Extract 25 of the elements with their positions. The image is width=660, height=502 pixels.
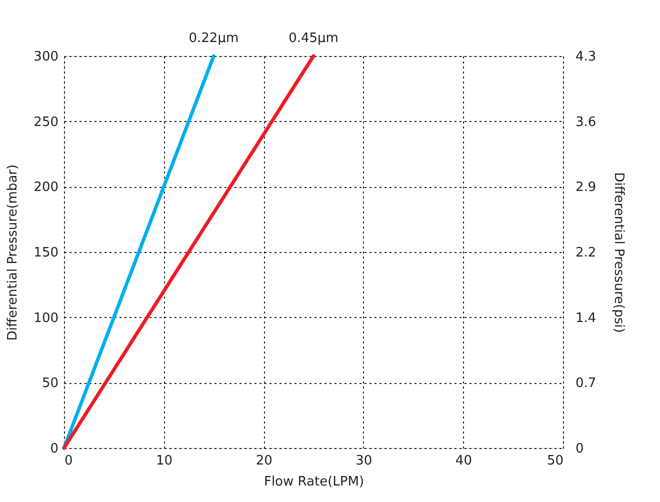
series-label: 0.22μm xyxy=(188,31,239,46)
x-tick-label: 20 xyxy=(256,454,272,468)
y2-axis-title: Differential Pressure(psi) xyxy=(611,172,626,333)
y2-tick-label: 1.4 xyxy=(576,310,596,326)
x-tick-label: 30 xyxy=(356,454,372,468)
y-tick-label: 250 xyxy=(34,114,58,130)
y-tick-label: 0 xyxy=(50,442,58,456)
y-tick-label: 100 xyxy=(34,310,58,326)
x-tick-label: 10 xyxy=(156,454,173,468)
y-tick-label: 50 xyxy=(42,376,58,392)
y-tick-label: 300 xyxy=(34,50,58,64)
x-tick-label: 40 xyxy=(455,454,472,468)
y-axis-title: Differential Pressure(mbar) xyxy=(6,164,21,341)
y2-tick-label: 2.2 xyxy=(576,246,596,260)
y-tick-label: 200 xyxy=(34,180,58,196)
y2-tick-label: 3.6 xyxy=(576,114,596,130)
y-tick-label: 150 xyxy=(34,246,58,260)
y2-tick-label: 4.3 xyxy=(576,50,596,64)
y2-tick-label: 0 xyxy=(576,442,584,456)
series-label: 0.45μm xyxy=(288,31,338,46)
y2-tick-label: 0.7 xyxy=(576,376,596,392)
x-tick-label: 50 xyxy=(546,454,564,468)
y2-tick-label: 2.9 xyxy=(576,180,596,196)
x-tick-label: 0 xyxy=(64,454,73,468)
x-axis-title: Flow Rate(LPM) xyxy=(264,474,364,490)
